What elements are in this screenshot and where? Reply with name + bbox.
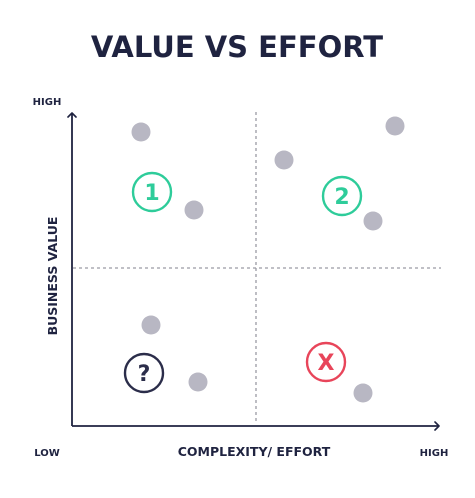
item-dot [274, 150, 294, 170]
x-axis-high-label: HIGH [420, 448, 449, 459]
item-dot [188, 372, 208, 392]
item-dot [141, 315, 161, 335]
quadrant-1-badge: 1 [131, 171, 173, 213]
x-axis-title: COMPLEXITY/ EFFORT [178, 444, 331, 459]
y-axis-high-label: HIGH [33, 97, 62, 108]
item-dot [131, 122, 151, 142]
quadrant-x-badge: X [305, 341, 347, 383]
quadrant-question-badge: ? [123, 352, 165, 394]
quadrant-2-label: 2 [334, 185, 349, 210]
quadrant-2-badge: 2 [321, 175, 363, 217]
item-dot [184, 200, 204, 220]
item-dot [385, 116, 405, 136]
item-dot [363, 211, 383, 231]
chart-title: VALUE VS EFFORT [91, 30, 383, 64]
quadrant-1-label: 1 [144, 181, 159, 206]
item-dot [353, 383, 373, 403]
origin-low-label: LOW [34, 448, 60, 459]
y-axis-title: BUSINESS VALUE [45, 217, 60, 336]
quadrant-x-label: X [318, 351, 335, 376]
quadrant-question-label: ? [138, 362, 151, 387]
